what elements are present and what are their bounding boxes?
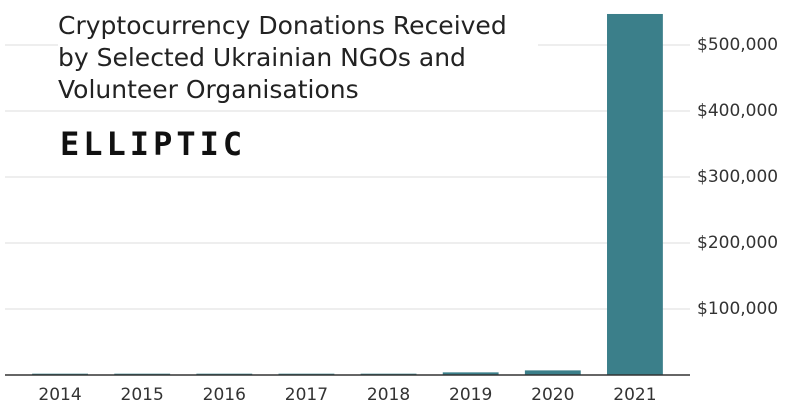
y-tick-label: $100,000 — [697, 299, 778, 319]
logo: ELLIPTIC — [60, 125, 247, 163]
bar — [607, 13, 663, 375]
x-tick-label: 2021 — [613, 385, 656, 405]
bar — [524, 370, 581, 375]
x-tick-label: 2015 — [121, 385, 164, 405]
x-tick-label: 2014 — [38, 385, 81, 405]
y-tick-label: $300,000 — [697, 167, 778, 187]
x-tick-label: 2017 — [285, 385, 328, 405]
x-tick-label: 2020 — [531, 385, 574, 405]
x-tick-label: 2016 — [203, 385, 246, 405]
y-tick-label: $500,000 — [697, 35, 778, 55]
x-tick-label: 2018 — [367, 385, 410, 405]
y-tick-label: $200,000 — [697, 233, 778, 253]
x-tick-label: 2019 — [449, 385, 492, 405]
y-tick-label: $400,000 — [697, 101, 778, 121]
bar — [442, 372, 499, 375]
chart-title: Cryptocurrency Donations Received by Sel… — [58, 10, 538, 106]
